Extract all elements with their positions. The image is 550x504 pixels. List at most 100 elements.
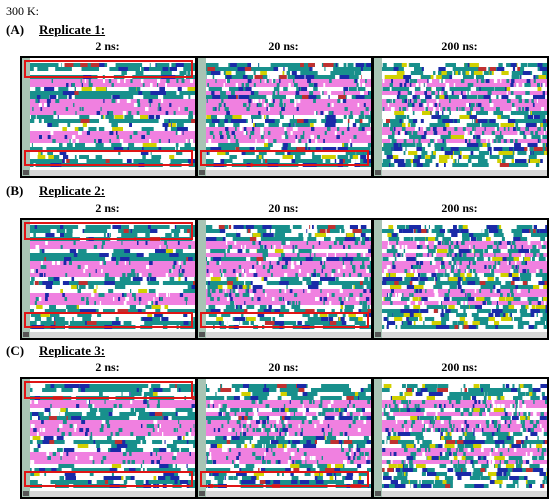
ss-event xyxy=(306,416,313,420)
ss-event xyxy=(392,261,395,265)
ss-row-17 xyxy=(206,131,371,135)
ss-event xyxy=(537,87,542,91)
ss-event xyxy=(423,67,428,71)
ss-row-6 xyxy=(30,87,195,91)
ss-event xyxy=(64,297,68,301)
ss-timeline-svg xyxy=(198,220,371,338)
ss-event xyxy=(435,277,438,281)
ss-event xyxy=(110,237,117,241)
ss-event xyxy=(424,317,435,321)
ss-event xyxy=(465,428,468,432)
ss-event xyxy=(462,127,466,131)
ss-event xyxy=(30,400,32,404)
ss-event xyxy=(249,147,255,151)
ss-event xyxy=(474,253,476,257)
ss-event xyxy=(448,95,460,99)
ss-event xyxy=(339,229,342,233)
ss-event xyxy=(125,297,130,301)
ss-event xyxy=(153,476,157,480)
time-label-2ns: 2 ns: xyxy=(95,39,120,53)
ss-event xyxy=(246,131,248,135)
ss-event xyxy=(155,452,158,456)
ss-event xyxy=(221,313,231,317)
ss-event xyxy=(276,420,279,424)
ss-timeline-svg xyxy=(22,58,195,176)
ss-event xyxy=(59,412,65,416)
ss-event xyxy=(425,289,427,293)
ss-event xyxy=(439,103,441,107)
ss-event xyxy=(335,71,343,75)
ss-event xyxy=(153,420,158,424)
ss-event xyxy=(543,432,547,436)
ss-event xyxy=(279,111,282,115)
ss-event xyxy=(359,452,362,456)
ss-event xyxy=(397,131,400,135)
ss-event xyxy=(251,400,256,404)
ss-event xyxy=(489,480,495,484)
ss-event xyxy=(85,428,90,432)
ss-event xyxy=(536,151,538,155)
ss-event xyxy=(506,91,508,95)
ss-event xyxy=(524,67,534,71)
ss-event xyxy=(271,245,272,249)
ss-event xyxy=(299,151,303,155)
ss-event xyxy=(401,253,404,257)
ss-event xyxy=(385,412,389,416)
ss-event xyxy=(504,460,509,464)
ss-event xyxy=(252,452,256,456)
ss-event xyxy=(494,87,505,91)
ss-event xyxy=(324,111,329,115)
ss-event xyxy=(388,273,391,277)
ss-event xyxy=(502,155,514,159)
ss-event xyxy=(234,289,239,293)
ss-event xyxy=(480,456,486,460)
ss-event xyxy=(279,313,284,317)
ss-event xyxy=(58,63,62,67)
ss-event xyxy=(326,253,328,257)
ss-event xyxy=(532,456,538,460)
ss-event xyxy=(276,83,280,87)
ss-event xyxy=(166,245,168,249)
ss-event xyxy=(512,151,515,155)
ss-event xyxy=(474,460,478,464)
ss-event xyxy=(241,245,243,249)
ss-event xyxy=(485,123,497,127)
ss-event xyxy=(266,460,271,464)
ss-event xyxy=(251,115,262,119)
ss-event xyxy=(521,440,524,444)
ss-event xyxy=(399,95,408,99)
ss-event xyxy=(276,388,280,392)
ss-event xyxy=(521,253,525,257)
ss-event xyxy=(164,229,172,233)
ss-event xyxy=(448,420,451,424)
ss-event xyxy=(283,159,292,163)
ss-event xyxy=(317,416,325,420)
ss-event xyxy=(130,79,133,83)
ss-event xyxy=(133,131,136,135)
ss-event xyxy=(400,480,409,484)
ss-event xyxy=(77,444,89,448)
ss-event xyxy=(211,119,220,123)
ss-event xyxy=(256,119,265,123)
ss-event xyxy=(78,225,83,229)
ss-event xyxy=(266,229,270,233)
ss-event xyxy=(265,444,277,448)
ss-event xyxy=(34,317,41,321)
ss-row-5 xyxy=(30,245,195,249)
ss-event xyxy=(327,464,331,468)
ss-event xyxy=(219,321,222,325)
ss-event xyxy=(525,452,528,456)
ss-event xyxy=(306,440,311,444)
ss-event xyxy=(500,273,509,277)
ss-row-24 xyxy=(382,480,547,484)
ss-event xyxy=(452,484,464,488)
ss-event xyxy=(79,115,90,119)
ss-event xyxy=(439,468,450,472)
ss-row-10 xyxy=(382,265,547,269)
ss-event xyxy=(510,269,514,273)
ss-event xyxy=(144,468,147,472)
ss-event xyxy=(93,245,98,249)
ss-event xyxy=(193,392,195,396)
ss-event xyxy=(537,448,540,452)
ss-event xyxy=(218,404,221,408)
